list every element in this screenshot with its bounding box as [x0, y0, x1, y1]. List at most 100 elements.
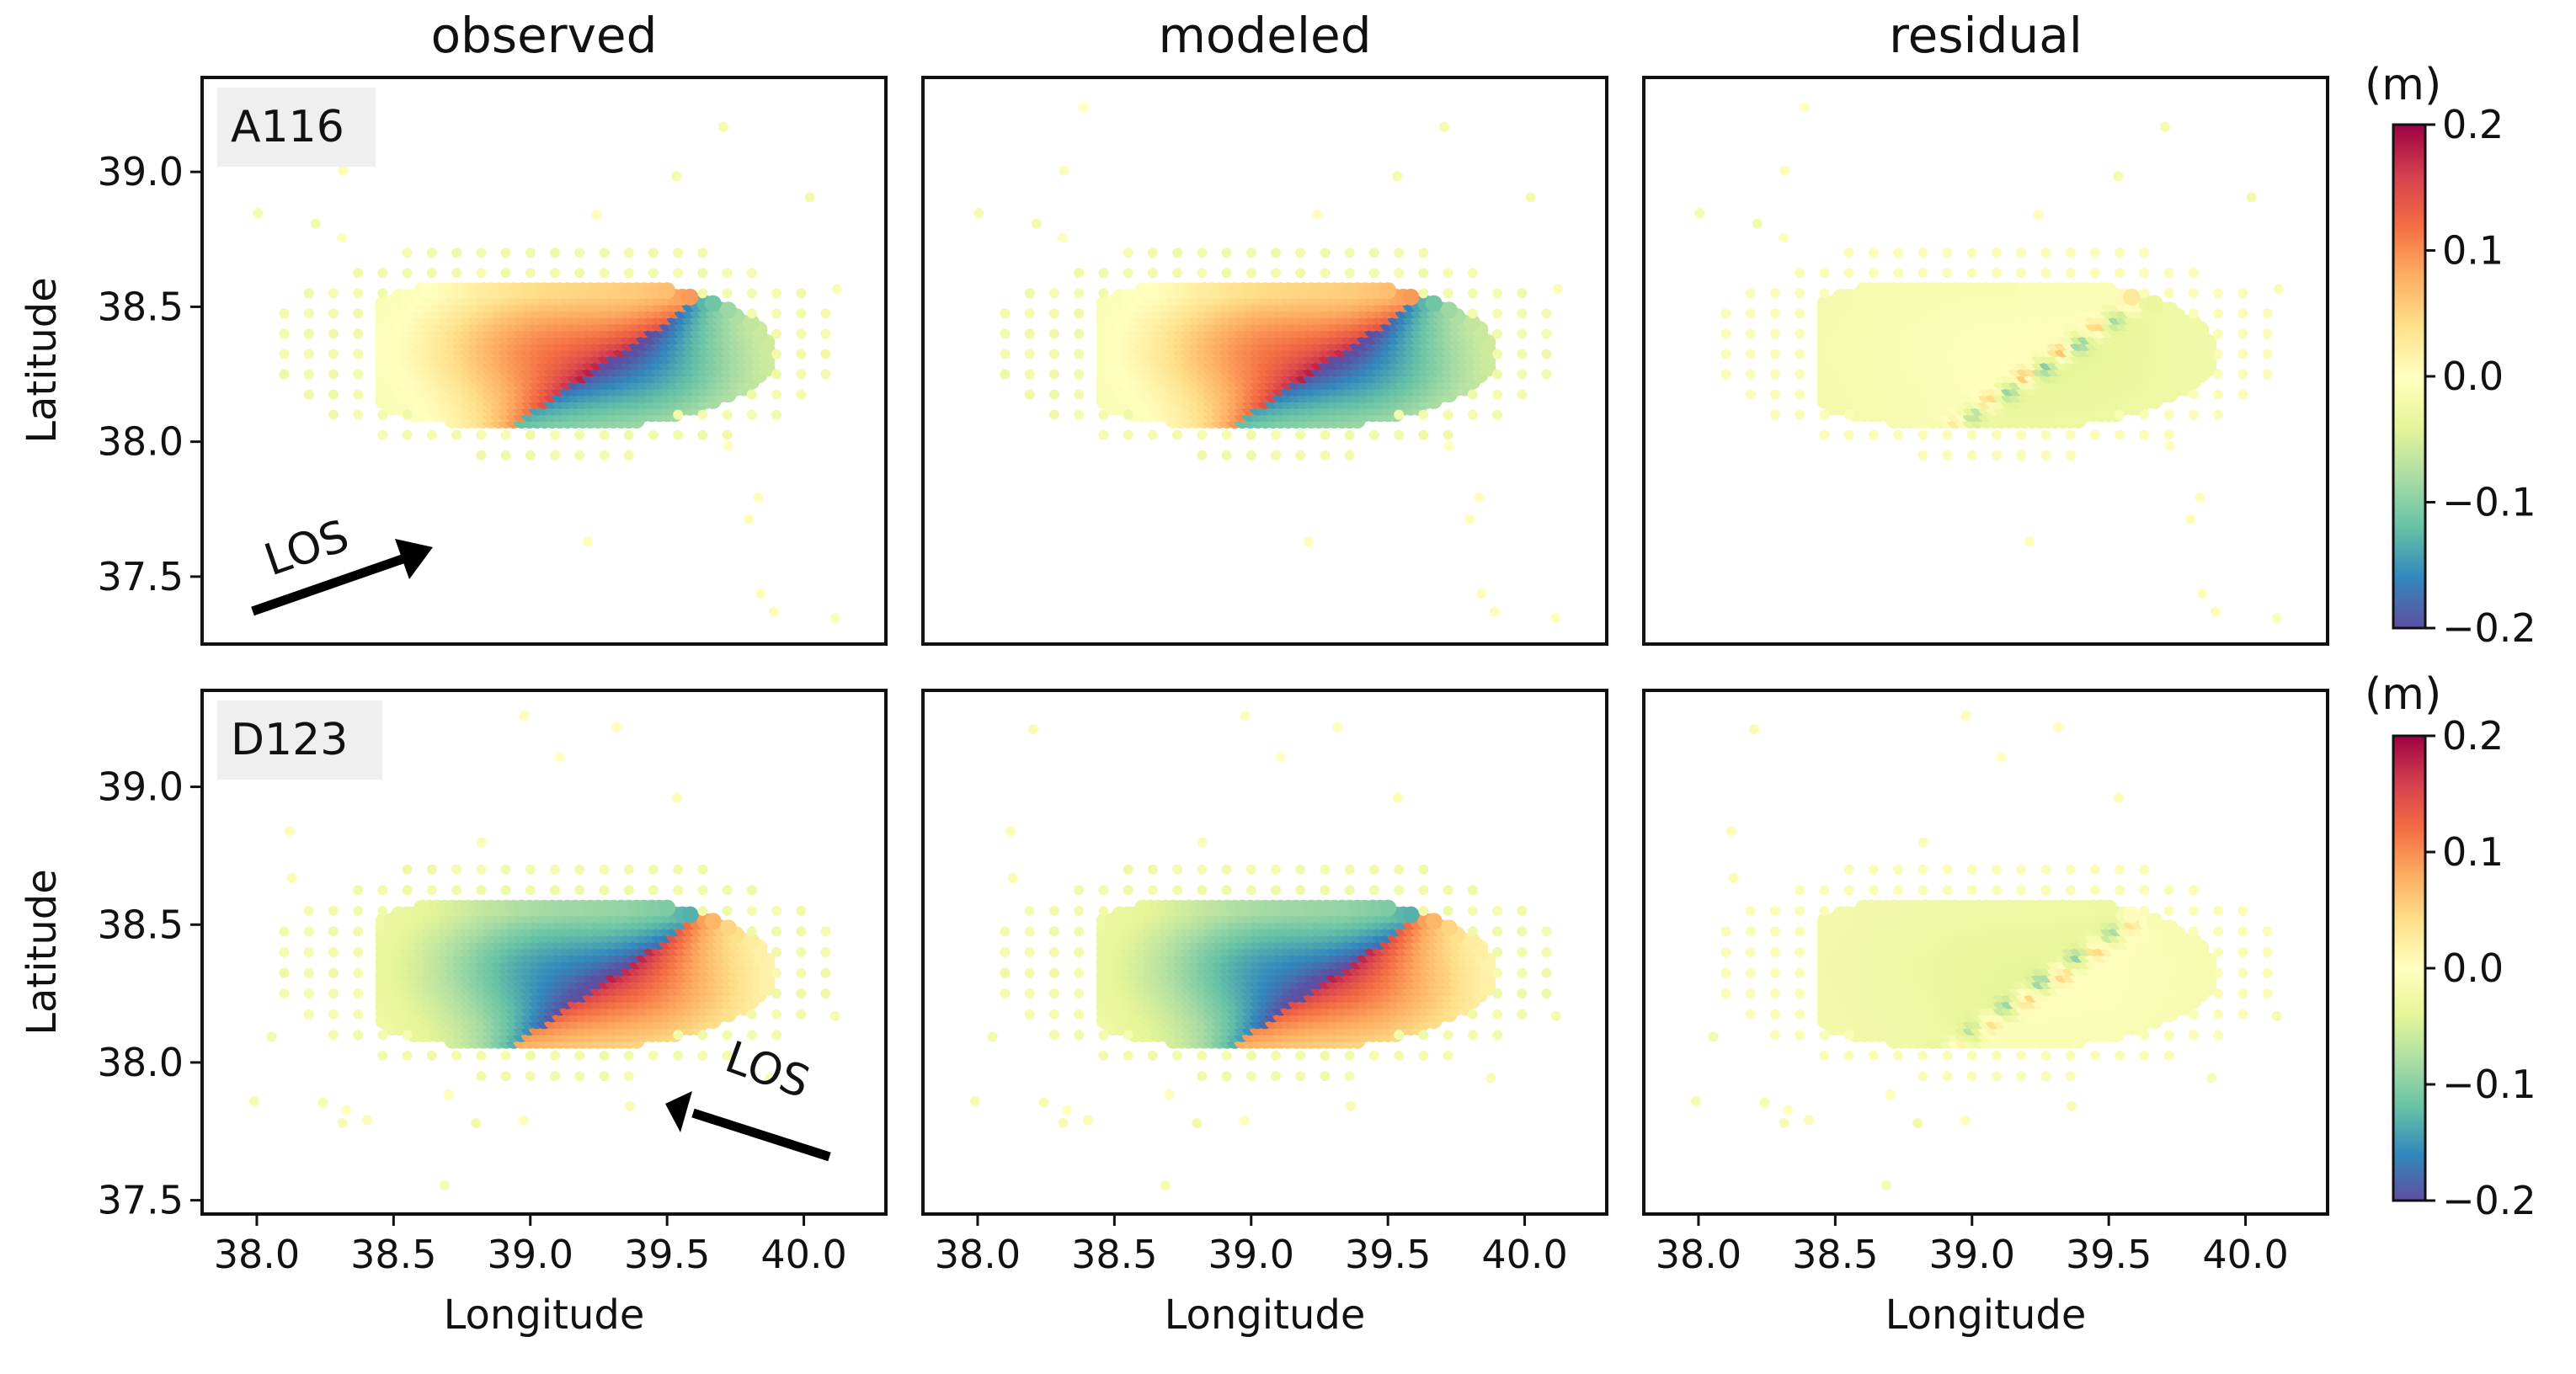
data-point — [248, 1096, 259, 1107]
data-point — [525, 864, 536, 875]
data-point — [746, 409, 757, 420]
data-point — [476, 450, 487, 461]
column-title-modeled: modeled — [1158, 7, 1371, 64]
data-point — [1074, 349, 1085, 359]
data-point — [681, 288, 699, 306]
data-point — [1048, 349, 1059, 359]
data-point — [755, 588, 766, 599]
data-point — [471, 1118, 482, 1128]
data-point — [303, 288, 314, 299]
y-tick-label: 38.5 — [98, 284, 184, 329]
data-point — [574, 268, 585, 279]
data-point — [550, 885, 560, 896]
scatter-points-a116-observed — [253, 102, 842, 624]
data-point — [338, 165, 349, 176]
data-point — [648, 864, 659, 875]
data-point — [1344, 429, 1355, 440]
data-point — [1197, 429, 1208, 440]
track-label-text: D123 — [231, 715, 348, 765]
data-point — [2065, 248, 2076, 258]
data-point — [1893, 268, 1904, 279]
data-point — [500, 1071, 511, 1082]
data-point — [500, 885, 511, 896]
data-point — [1048, 308, 1059, 319]
data-point — [426, 864, 437, 875]
data-point — [2115, 268, 2125, 279]
data-point — [2188, 308, 2199, 319]
data-point — [451, 248, 462, 258]
data-point — [1440, 301, 1458, 319]
data-point — [377, 429, 388, 440]
data-point — [377, 1050, 388, 1061]
data-point — [1221, 248, 1232, 258]
data-point — [2139, 268, 2150, 279]
data-point — [1745, 328, 1756, 339]
data-point — [746, 905, 757, 916]
data-point — [377, 288, 388, 299]
data-point — [1992, 248, 2002, 258]
data-point — [623, 885, 634, 896]
data-point — [2271, 613, 2282, 624]
data-point — [1843, 429, 1854, 440]
data-point — [771, 328, 782, 339]
data-point — [1769, 308, 1780, 319]
data-point — [402, 885, 413, 896]
data-point — [500, 1050, 511, 1061]
data-point — [1525, 192, 1536, 203]
data-point — [591, 209, 602, 220]
data-point — [1024, 288, 1035, 299]
data-point — [697, 429, 708, 440]
data-point — [1443, 409, 1453, 420]
data-point — [2161, 301, 2179, 319]
data-point — [599, 885, 610, 896]
los-arrowhead — [665, 1091, 692, 1132]
data-point — [1271, 248, 1281, 258]
data-point — [1048, 409, 1059, 420]
data-point — [681, 906, 699, 924]
data-point — [2100, 282, 2118, 300]
data-point — [2246, 192, 2257, 203]
data-point — [1779, 232, 1789, 243]
data-point — [2065, 450, 2076, 461]
y-tick-label: 39.0 — [98, 764, 184, 810]
data-point — [451, 268, 462, 279]
data-point — [1098, 429, 1109, 440]
data-point — [550, 248, 560, 258]
data-point — [1942, 429, 1953, 440]
data-point — [722, 1050, 733, 1061]
data-point — [574, 885, 585, 896]
data-point — [2213, 349, 2224, 359]
data-point — [1271, 268, 1281, 279]
data-point — [796, 947, 807, 957]
data-point — [771, 905, 782, 916]
data-point — [1769, 369, 1780, 380]
data-point — [328, 967, 339, 978]
data-point — [623, 450, 634, 461]
data-point — [746, 926, 757, 937]
data-point — [1720, 369, 1731, 380]
data-point — [1467, 288, 1478, 299]
data-point — [402, 1050, 413, 1061]
data-point — [1843, 248, 1854, 258]
data-point — [722, 288, 733, 299]
data-point — [1467, 389, 1478, 400]
data-point — [820, 967, 831, 978]
los-arrow-shaft — [691, 1108, 831, 1162]
data-point — [2160, 121, 2171, 132]
data-point — [704, 913, 722, 930]
data-point — [353, 885, 364, 896]
data-point — [1418, 288, 1429, 299]
data-point — [820, 988, 831, 999]
data-point — [746, 885, 757, 896]
los-label: LOS — [259, 511, 355, 587]
data-point — [1172, 248, 1183, 258]
data-point — [1694, 208, 1705, 218]
data-point — [673, 429, 684, 440]
data-point — [1517, 308, 1528, 319]
data-point — [804, 192, 815, 203]
data-point — [1147, 429, 1158, 440]
data-point — [796, 967, 807, 978]
data-point — [550, 268, 560, 279]
data-point — [1492, 288, 1503, 299]
data-point — [440, 1180, 450, 1191]
